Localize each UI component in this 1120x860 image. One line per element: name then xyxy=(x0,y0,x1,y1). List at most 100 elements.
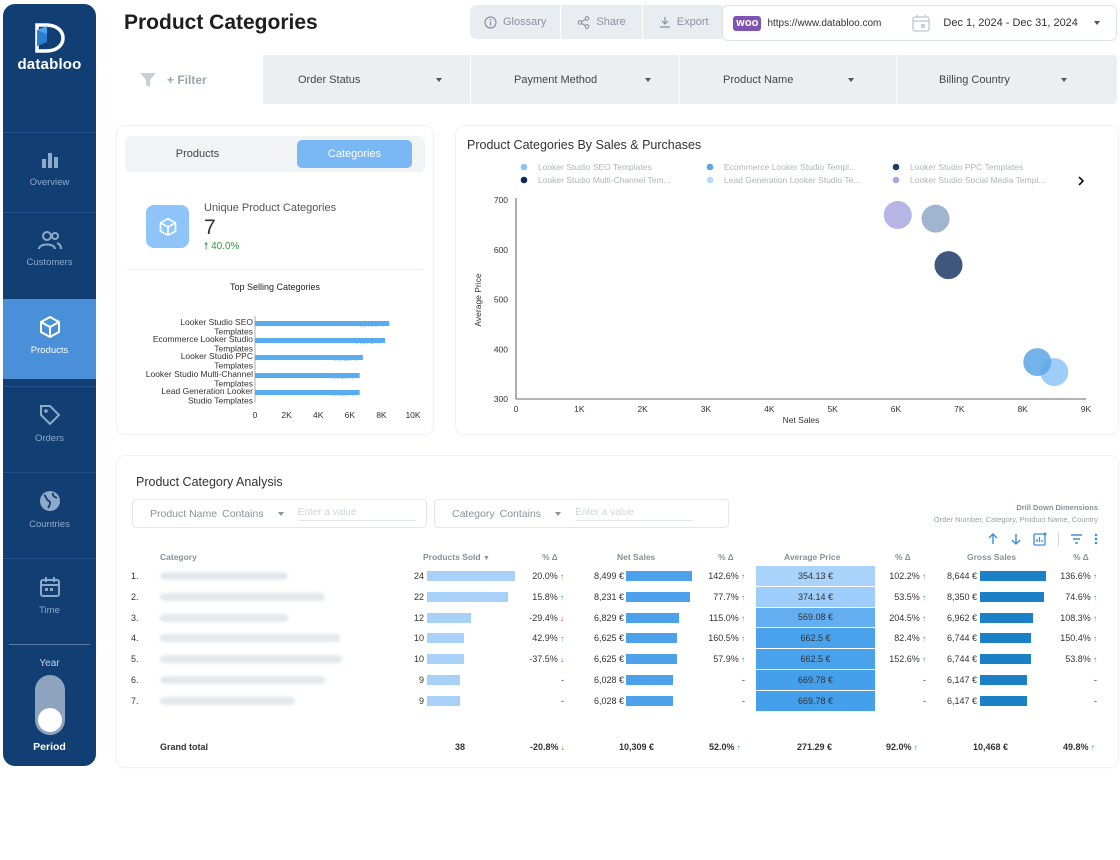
products-sold-bar xyxy=(427,654,464,665)
nav-item-products[interactable]: Products xyxy=(3,299,96,379)
chart-settings-icon[interactable] xyxy=(1033,532,1047,546)
bar-data-label: 6,625 € xyxy=(330,372,356,381)
date-range[interactable]: Dec 1, 2024 - Dec 31, 2024 xyxy=(943,17,1078,29)
y-axis-label: Average Price xyxy=(473,273,483,327)
more-options-icon[interactable] xyxy=(1094,533,1098,545)
nav-item-countries[interactable]: Countries xyxy=(3,472,96,552)
grand-total-gross: 10,468 € xyxy=(973,742,1009,752)
chevron-down-icon[interactable] xyxy=(1093,21,1100,25)
col-header-products-sold[interactable]: Products Sold ▼ xyxy=(423,552,490,562)
delta-value: 20.0% xyxy=(532,571,558,581)
x-tick-label: 6K xyxy=(891,404,902,414)
col-header-gross-delta[interactable]: % Δ xyxy=(1073,552,1089,562)
nav-item-orders[interactable]: Orders xyxy=(3,386,96,466)
table-row[interactable]: 5. 10 -37.5% ↓ 6,625 € 57.9% ↑ 662.5 €152.6% … xyxy=(117,649,1118,670)
dropdown-label: Order Status xyxy=(298,73,361,86)
billing-country-dropdown[interactable]: Billing Country xyxy=(896,55,1117,104)
export-button[interactable]: Export xyxy=(643,5,725,39)
table-row[interactable]: 1. 24 20.0% ↑ 8,499 €142.6% ↑ 354.13 €102.2%… xyxy=(117,566,1118,587)
tab-categories[interactable]: Categories xyxy=(297,140,412,168)
arrow-up-icon: ↑ xyxy=(919,655,926,665)
table-row[interactable]: 7. 9-6,028 € -669.78 € -6,147 € - xyxy=(117,690,1118,712)
scatter-point[interactable] xyxy=(934,251,963,280)
product-name-filter-input[interactable]: Enter a value xyxy=(297,507,416,521)
bar[interactable] xyxy=(255,390,360,395)
category-filter-input[interactable]: Enter a value xyxy=(575,507,694,521)
arrow-up-icon: ↑ xyxy=(1090,655,1097,665)
delta-value: - xyxy=(742,675,745,685)
source-url[interactable]: https://www.databloo.com xyxy=(767,17,882,29)
avg-delta: 82.4% ↑ xyxy=(872,633,926,643)
row-number: 1. xyxy=(131,571,139,581)
net-sales-bar xyxy=(626,654,678,665)
nav-item-time[interactable]: Time xyxy=(3,558,96,638)
col-header-avg-delta[interactable]: % Δ xyxy=(895,552,911,562)
bar[interactable] xyxy=(255,321,390,326)
legend-entry[interactable]: Looker Studio PPC Templates xyxy=(910,162,1023,172)
legend-entry[interactable]: Looker Studio Multi-Channel Tem... xyxy=(538,175,671,185)
order-status-dropdown[interactable]: Order Status xyxy=(262,55,470,104)
legend-entry[interactable]: Looker Studio Social Media Templ... xyxy=(910,175,1045,185)
legend-entry[interactable]: Ecommerce Looker Studio Templ... xyxy=(724,162,856,172)
payment-method-dropdown[interactable]: Payment Method xyxy=(470,55,679,104)
category-name-redacted xyxy=(160,696,295,705)
row-number: 5. xyxy=(131,654,139,665)
scatter-point[interactable] xyxy=(921,204,950,233)
legend-entry[interactable]: Lead Generation Looker Studio Te... xyxy=(724,175,860,185)
date-picker-icon[interactable] xyxy=(911,13,931,33)
drill-up-icon[interactable] xyxy=(987,533,999,545)
filter-operator-dropdown[interactable]: Contains xyxy=(500,508,562,520)
bar[interactable] xyxy=(255,355,363,360)
table-row[interactable]: 2. 22 15.8% ↑ 8,231 €77.7% ↑ 374.14 €53.5% ↑… xyxy=(117,586,1118,608)
brand-logo[interactable]: databloo xyxy=(3,22,96,73)
tab-products[interactable]: Products xyxy=(140,140,255,168)
average-price-cell: 374.14 € xyxy=(756,586,875,608)
col-header-average-price[interactable]: Average Price xyxy=(784,552,841,562)
year-period-toggle[interactable] xyxy=(34,675,65,735)
nav-item-overview[interactable]: Overview xyxy=(3,132,96,212)
col-header-net-sales[interactable]: Net Sales xyxy=(617,552,656,562)
glossary-label: Glossary xyxy=(503,16,547,28)
filter-operator-dropdown[interactable]: Contains xyxy=(222,507,284,520)
average-price-cell: 354.13 € xyxy=(756,566,875,587)
bar[interactable] xyxy=(255,373,360,378)
avg-delta: - xyxy=(872,675,926,685)
legend-entry[interactable]: Looker Studio SEO Templates xyxy=(538,162,652,172)
delta-value: 160.5% xyxy=(708,633,739,644)
col-header-category[interactable]: Category xyxy=(160,552,197,562)
toggle-knob[interactable] xyxy=(37,708,62,732)
drill-down-icon[interactable] xyxy=(1010,533,1022,545)
share-button[interactable]: Share xyxy=(561,5,643,39)
scatter-point[interactable] xyxy=(1023,348,1052,377)
legend-next-icon[interactable] xyxy=(1078,176,1085,186)
arrow-up-icon: ↑ xyxy=(557,634,564,644)
product-name-dropdown[interactable]: Product Name xyxy=(679,55,896,104)
chevron-down-icon xyxy=(645,77,651,82)
col-header-net-delta[interactable]: % Δ xyxy=(718,552,734,562)
category-name-redacted xyxy=(160,676,325,684)
arrow-up-icon: ↑ xyxy=(1088,743,1095,752)
operator-label: Contains xyxy=(222,507,264,520)
row-number: 2. xyxy=(131,591,139,602)
col-header-sold-delta[interactable]: % Δ xyxy=(542,552,558,562)
glossary-button[interactable]: Glossary xyxy=(470,5,562,39)
delta-value: 74.6% xyxy=(1065,591,1091,602)
arrow-up-icon: ↑ xyxy=(911,743,918,752)
filter-lines-icon[interactable] xyxy=(1070,533,1083,545)
col-header-gross-sales[interactable]: Gross Sales xyxy=(967,552,1017,562)
gross-delta: 136.6% ↑ xyxy=(1047,571,1097,581)
delta-value: 77.7% xyxy=(713,591,739,602)
table-row[interactable]: 6. 9 - 6,028 € - 669.78 € - 6,147 € - xyxy=(117,670,1118,691)
table-row[interactable]: 4. 10 42.9% ↑ 6,625 €160.5% ↑ 662.5 €82.4% ↑… xyxy=(117,628,1118,650)
delta-value: -29.4% xyxy=(529,612,558,623)
nav-item-customers[interactable]: Customers xyxy=(3,212,96,292)
delta-value: 136.6% xyxy=(1060,571,1091,581)
scatter-point[interactable] xyxy=(883,201,912,230)
bar-chart-title: Top Selling Categories xyxy=(229,282,321,292)
source-date-bar: WOO https://www.databloo.com Dec 1, 2024… xyxy=(722,5,1117,41)
delta-value: - xyxy=(923,675,926,685)
add-filter-button[interactable]: + Filter xyxy=(117,55,262,104)
bar[interactable] xyxy=(255,338,386,343)
table-row[interactable]: 3. 12 -29.4% ↓ 6,829 €115.0% ↑ 569.08 €204.5… xyxy=(117,607,1118,629)
